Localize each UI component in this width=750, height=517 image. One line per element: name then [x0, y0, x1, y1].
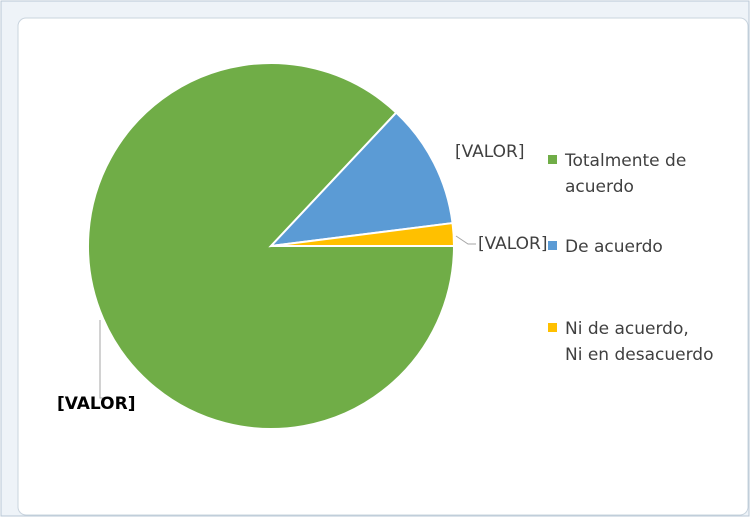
pie-slice	[270, 221, 456, 247]
legend-label: De acuerdo	[565, 237, 663, 257]
legend-marker	[548, 323, 557, 332]
legend-marker	[548, 241, 557, 250]
data-label: [VALOR]	[478, 234, 548, 254]
leader-line	[455, 235, 476, 245]
legend-label: Ni de acuerdo, Ni en desacuerdo	[565, 319, 713, 365]
legend: Totalmente de acuerdo De acuerdo Ni de acue…	[548, 151, 713, 365]
pie: [VALOR] [VALOR] [VALOR]	[57, 62, 548, 430]
data-label: [VALOR]	[57, 394, 135, 414]
legend-marker	[548, 155, 557, 164]
data-label: [VALOR]	[455, 142, 525, 162]
legend-label: Totalmente de acuerdo	[564, 151, 686, 197]
pie-slice	[268, 111, 454, 248]
leader-line	[99, 320, 106, 399]
